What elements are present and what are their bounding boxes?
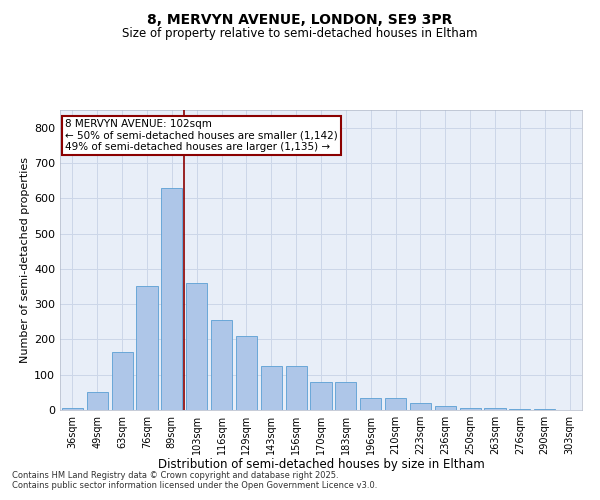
Bar xyxy=(484,408,506,410)
Bar xyxy=(360,398,381,410)
Bar xyxy=(286,366,307,410)
Bar xyxy=(236,336,257,410)
Bar xyxy=(211,320,232,410)
Text: Size of property relative to semi-detached houses in Eltham: Size of property relative to semi-detach… xyxy=(122,28,478,40)
Bar xyxy=(435,406,456,410)
Text: 8, MERVYN AVENUE, LONDON, SE9 3PR: 8, MERVYN AVENUE, LONDON, SE9 3PR xyxy=(148,12,452,26)
Bar xyxy=(112,352,133,410)
Text: Contains HM Land Registry data © Crown copyright and database right 2025.
Contai: Contains HM Land Registry data © Crown c… xyxy=(12,470,377,490)
Bar xyxy=(410,403,431,410)
X-axis label: Distribution of semi-detached houses by size in Eltham: Distribution of semi-detached houses by … xyxy=(158,458,484,471)
Text: 8 MERVYN AVENUE: 102sqm
← 50% of semi-detached houses are smaller (1,142)
49% of: 8 MERVYN AVENUE: 102sqm ← 50% of semi-de… xyxy=(65,119,338,152)
Bar xyxy=(460,408,481,410)
Y-axis label: Number of semi-detached properties: Number of semi-detached properties xyxy=(20,157,30,363)
Bar xyxy=(186,283,207,410)
Bar xyxy=(335,382,356,410)
Bar xyxy=(62,408,83,410)
Bar xyxy=(310,382,332,410)
Bar xyxy=(87,392,108,410)
Bar xyxy=(385,398,406,410)
Bar xyxy=(261,366,282,410)
Bar xyxy=(136,286,158,410)
Bar xyxy=(161,188,182,410)
